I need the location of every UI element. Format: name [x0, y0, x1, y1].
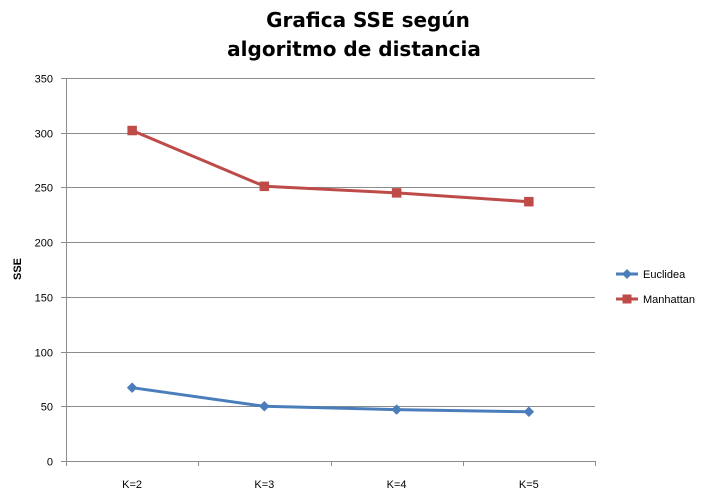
data-point: [391, 404, 402, 415]
legend-marker: [622, 269, 632, 279]
legend: Euclidea Manhattan: [616, 269, 695, 306]
data-point: [126, 382, 138, 394]
y-tick-label: 300: [35, 129, 53, 141]
legend-entry-euclidea: Euclidea: [616, 269, 686, 281]
x-tick-label: K=2: [122, 479, 142, 491]
chart-title-line-2: algoritmo de distancia: [227, 37, 481, 61]
legend-marker: [622, 294, 632, 304]
data-point: [259, 400, 270, 412]
axes: [61, 78, 596, 466]
legend-entry-manhattan: Manhattan: [616, 294, 695, 306]
y-tick-labels: 0 50 100 150 200 250 300 350: [35, 74, 53, 469]
gridlines: [66, 78, 595, 407]
legend-label: Euclidea: [643, 269, 686, 281]
series-layer: [126, 125, 535, 418]
x-tick-label: K=3: [254, 479, 274, 491]
data-point: [259, 181, 270, 192]
chart-title-line-1: Grafica SSE según: [266, 8, 470, 32]
series-line: [131, 129, 529, 204]
data-point: [524, 196, 534, 207]
data-point: [391, 188, 402, 198]
y-tick-label: 350: [35, 74, 53, 86]
y-axis-title: SSE: [12, 258, 24, 280]
y-tick-label: 50: [41, 402, 53, 414]
x-tick-labels: K=2 K=3 K=4 K=5: [122, 479, 539, 491]
legend-label: Manhattan: [643, 294, 695, 306]
series-manhattan: [127, 125, 534, 207]
x-tick-label: K=5: [519, 479, 539, 491]
data-point: [523, 406, 535, 418]
series-line: [131, 386, 529, 414]
x-tick-label: K=4: [387, 479, 407, 491]
y-tick-label: 150: [35, 293, 53, 305]
y-tick-label: 200: [35, 238, 53, 250]
data-point: [127, 125, 137, 136]
series-euclidea: [126, 382, 535, 418]
y-tick-label: 0: [47, 457, 53, 469]
y-tick-label: 250: [35, 183, 53, 195]
y-tick-label: 100: [35, 348, 53, 360]
